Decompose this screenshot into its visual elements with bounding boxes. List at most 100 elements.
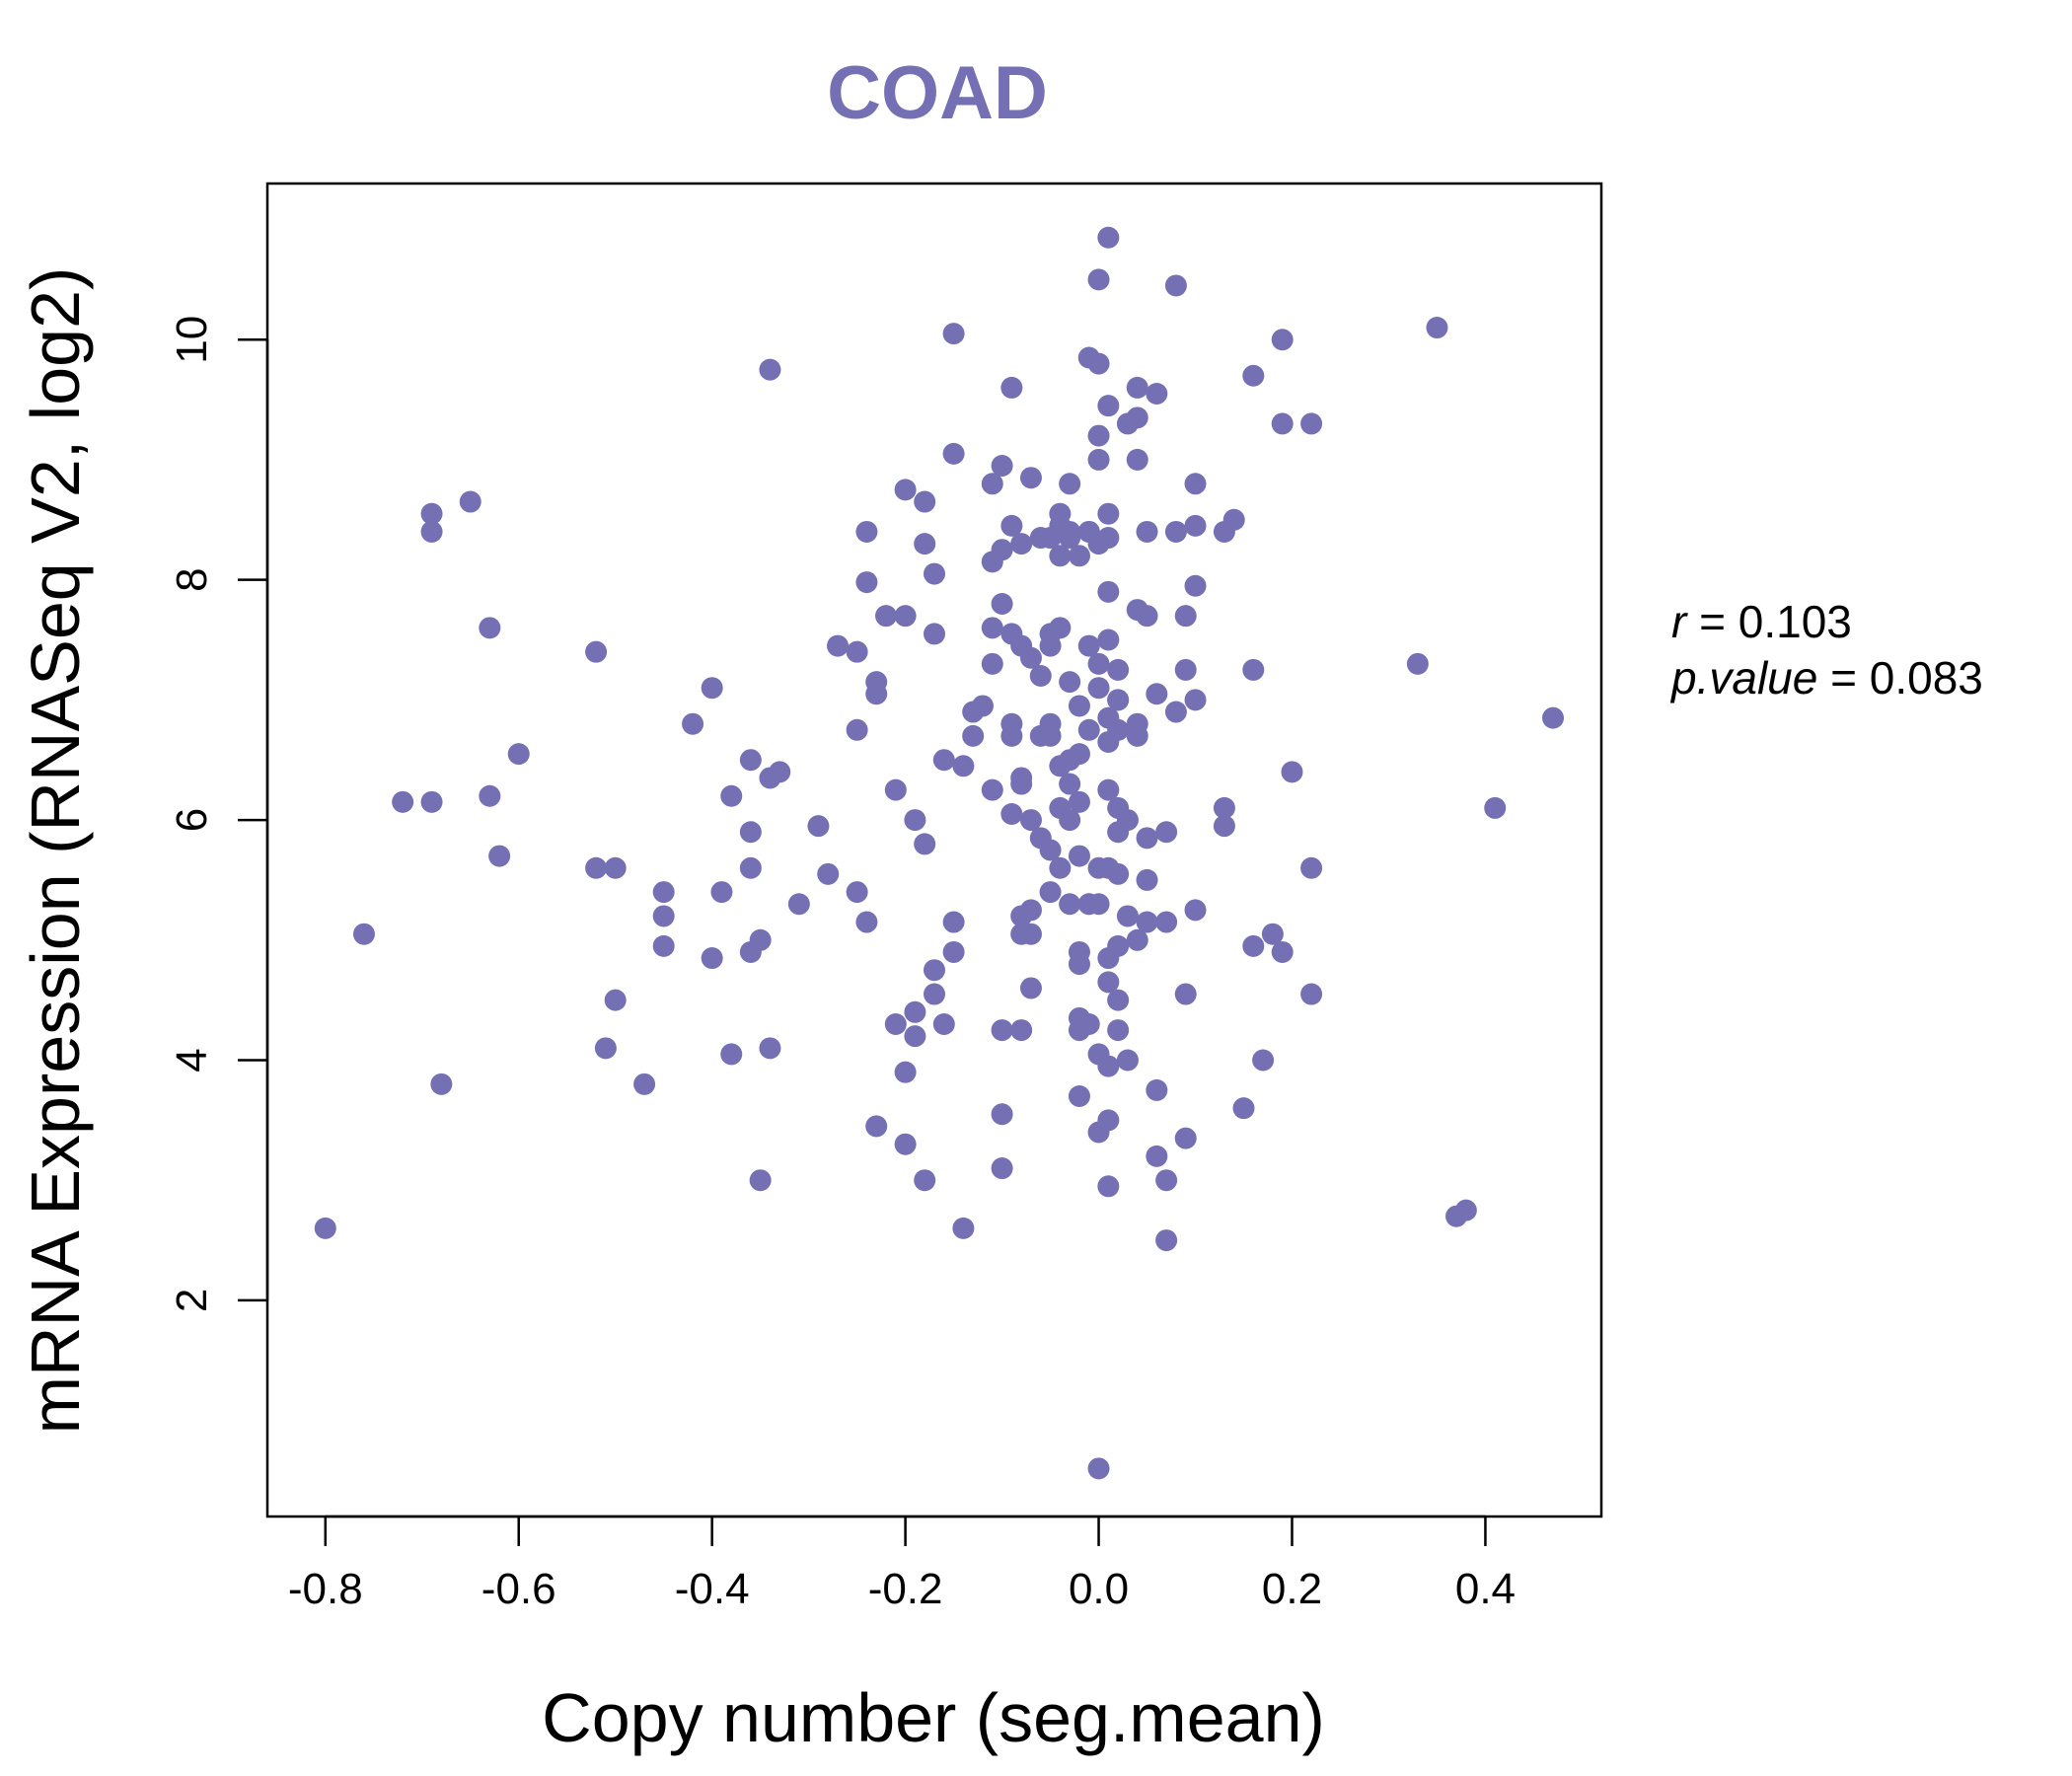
data-point xyxy=(932,1012,955,1035)
data-point xyxy=(1039,712,1062,735)
data-point xyxy=(1484,796,1507,819)
data-point xyxy=(1000,802,1023,825)
data-point xyxy=(1271,412,1294,435)
data-point xyxy=(720,1043,743,1066)
data-point xyxy=(1087,677,1110,700)
data-point xyxy=(932,749,955,772)
data-point xyxy=(1087,424,1110,447)
data-point xyxy=(1068,790,1090,813)
data-point xyxy=(1116,1049,1139,1072)
data-point xyxy=(1184,514,1207,537)
data-point xyxy=(1136,520,1158,543)
data-point xyxy=(1068,845,1090,867)
data-point xyxy=(420,502,443,525)
data-point xyxy=(1019,467,1042,489)
data-point xyxy=(1019,899,1042,922)
data-point xyxy=(981,473,1003,495)
data-point xyxy=(652,905,675,927)
data-point xyxy=(459,490,481,513)
x-axis-title: Copy number (seg.mean) xyxy=(542,1679,1325,1756)
y-tick-label: 8 xyxy=(168,567,216,591)
data-point xyxy=(1136,827,1158,850)
data-point xyxy=(749,1169,772,1192)
data-point xyxy=(991,539,1013,561)
data-point xyxy=(924,623,945,645)
data-point xyxy=(1174,605,1197,628)
data-point xyxy=(1116,905,1139,927)
data-point xyxy=(604,989,627,1011)
data-point xyxy=(1126,448,1148,471)
data-point xyxy=(1136,605,1158,628)
data-point xyxy=(479,784,501,807)
data-point xyxy=(1087,268,1110,291)
x-tick-label: -0.6 xyxy=(481,1565,556,1613)
data-point xyxy=(1300,856,1323,879)
data-point xyxy=(479,617,501,639)
data-point xyxy=(1252,1049,1275,1072)
data-point xyxy=(1126,376,1148,399)
data-point xyxy=(991,1103,1013,1126)
data-point xyxy=(1029,665,1052,688)
data-point xyxy=(1146,1078,1168,1101)
data-point xyxy=(894,1133,917,1155)
p-equals: = xyxy=(1830,652,1870,703)
data-point xyxy=(1077,634,1100,657)
x-tick-label: -0.4 xyxy=(675,1565,750,1613)
y-tick-label: 4 xyxy=(168,1048,216,1072)
data-point xyxy=(1136,911,1158,933)
data-point xyxy=(1107,658,1130,681)
data-point xyxy=(1242,658,1265,681)
data-point xyxy=(1107,862,1130,885)
data-point xyxy=(807,815,830,838)
data-point xyxy=(1049,617,1072,639)
data-point xyxy=(749,928,772,951)
data-point xyxy=(1087,652,1110,675)
data-point xyxy=(710,881,733,904)
data-point xyxy=(924,983,945,1005)
data-point xyxy=(1059,893,1081,916)
x-tick-label: 0.2 xyxy=(1262,1565,1322,1613)
p-label: p.value xyxy=(1669,652,1817,703)
data-point xyxy=(1049,545,1072,567)
data-point xyxy=(924,562,945,585)
data-point xyxy=(1097,502,1120,525)
r-stat: r = 0.103 xyxy=(1671,596,1852,647)
data-point xyxy=(1155,821,1178,844)
data-point xyxy=(769,761,791,783)
data-point xyxy=(1039,839,1062,861)
data-point xyxy=(1039,634,1062,657)
data-point xyxy=(1107,989,1130,1011)
data-point xyxy=(1174,983,1197,1005)
data-point xyxy=(1146,683,1168,705)
data-point xyxy=(971,695,994,717)
data-point xyxy=(981,652,1003,675)
data-point xyxy=(952,755,975,777)
data-point xyxy=(507,743,530,766)
data-point xyxy=(1155,911,1178,933)
data-point xyxy=(1087,448,1110,471)
data-point xyxy=(875,605,898,628)
data-point xyxy=(1155,1169,1178,1192)
y-axis-title: mRNA Expression (RNASeq V2, log2) xyxy=(17,267,94,1435)
data-point xyxy=(1107,689,1130,711)
data-point xyxy=(914,533,936,555)
data-points xyxy=(314,226,1565,1480)
y-tick-label: 2 xyxy=(168,1289,216,1312)
data-point xyxy=(914,1169,936,1192)
data-point xyxy=(924,959,945,982)
data-point xyxy=(1155,1229,1178,1252)
data-point xyxy=(488,845,511,867)
data-point xyxy=(1174,1127,1197,1149)
data-point xyxy=(1087,893,1110,916)
stats-annotation: r = 0.103 p.value = 0.083 xyxy=(1669,596,1983,703)
data-point xyxy=(1010,533,1033,555)
data-point xyxy=(1184,574,1207,597)
data-point xyxy=(981,778,1003,801)
data-point xyxy=(855,571,878,594)
p-stat: p.value = 0.083 xyxy=(1669,652,1983,703)
data-point xyxy=(1000,514,1023,537)
data-point xyxy=(739,749,762,772)
data-point xyxy=(1184,473,1207,495)
data-point xyxy=(1019,809,1042,832)
data-point xyxy=(991,455,1013,478)
